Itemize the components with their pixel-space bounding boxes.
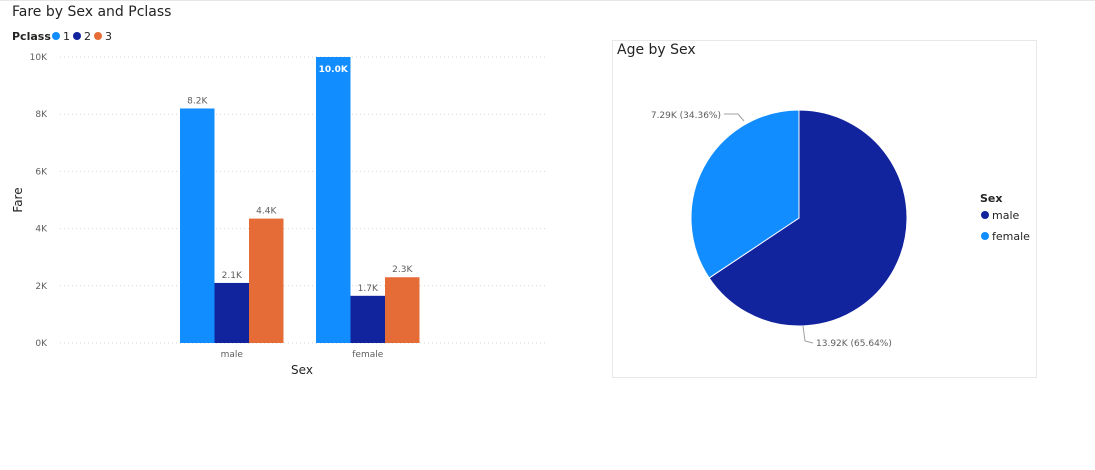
data-label-male-pclass-2: 2.1K (222, 271, 243, 281)
bar-male-pclass-1 (180, 108, 215, 343)
bar-male-pclass-3 (249, 218, 284, 343)
bar-female-pclass-3 (385, 277, 420, 343)
top-divider (0, 0, 1095, 1)
pie-slice-female (690, 109, 800, 279)
y-gridlines (60, 56, 548, 344)
data-label-female-pclass-3: 2.3K (392, 265, 413, 275)
leader-line-female (724, 113, 745, 122)
legend-marker-female (981, 232, 989, 240)
y-tick-label: 8K (35, 110, 48, 120)
pie-legend-title: Sex (980, 192, 1002, 205)
y-tick-label: 0K (35, 339, 48, 349)
data-label-male-pclass-3: 4.4K (256, 207, 277, 217)
legend-label-pclass-1: 1 (63, 30, 70, 43)
legend-marker-pclass-2 (73, 32, 81, 40)
y-tick-label: 10K (30, 53, 48, 63)
bars (180, 57, 420, 343)
legend-label-male: male (992, 209, 1020, 222)
pie-slices (690, 109, 908, 327)
sex-legend: Sex male female (980, 192, 1030, 243)
y-axis-label: Fare (11, 187, 25, 212)
data-label-female-pclass-2: 1.7K (358, 284, 379, 294)
age-by-sex-visual: Age by Sex 13.92K (65.64%) 7.29K (34.36%)… (612, 40, 1037, 378)
legend-marker-pclass-1 (52, 32, 60, 40)
legend-title: Pclass (12, 30, 51, 43)
legend-label-pclass-3: 3 (105, 30, 112, 43)
pie-slice-male (708, 109, 908, 327)
pie-chart-title: Age by Sex (617, 42, 696, 58)
bar-female-pclass-2 (350, 295, 385, 343)
legend-label-female: female (992, 230, 1030, 243)
y-tick-label: 4K (35, 225, 48, 235)
legend-marker-male (981, 211, 989, 219)
pie-label-female: 7.29K (34.36%) (651, 111, 721, 121)
y-tick-labels: 0K 2K 4K 6K 8K 10K (30, 53, 48, 349)
x-tick-label-female: female (352, 350, 383, 360)
fare-bar-chart: Fare by Sex and Pclass Pclass 1 2 3 0K 2K 4K… (11, 4, 548, 377)
pie-label-male: 13.92K (65.64%) (816, 339, 892, 349)
data-label-female-pclass-1: 10.0K (319, 65, 349, 75)
x-axis-label: Sex (291, 363, 313, 377)
x-tick-labels: male female (221, 350, 384, 360)
bar-female-pclass-1 (316, 57, 351, 343)
leader-line-male (802, 325, 814, 344)
legend-marker-pclass-3 (94, 32, 102, 40)
age-pie-chart: Age by Sex 13.92K (65.64%) 7.29K (34.36%)… (617, 42, 1030, 349)
y-tick-label: 2K (35, 282, 48, 292)
bar-chart-title: Fare by Sex and Pclass (12, 4, 171, 20)
bar-male-pclass-2 (214, 282, 249, 343)
x-tick-label-male: male (221, 350, 244, 360)
legend-label-pclass-2: 2 (84, 30, 91, 43)
y-tick-label: 6K (35, 167, 48, 177)
pclass-legend: Pclass 1 2 3 (12, 30, 112, 43)
data-label-male-pclass-1: 8.2K (187, 96, 208, 106)
pie-data-labels: 13.92K (65.64%) 7.29K (34.36%) (651, 111, 892, 349)
bar-data-labels: 8.2K 2.1K 4.4K 10.0K 1.7K 2.3K (187, 65, 413, 294)
